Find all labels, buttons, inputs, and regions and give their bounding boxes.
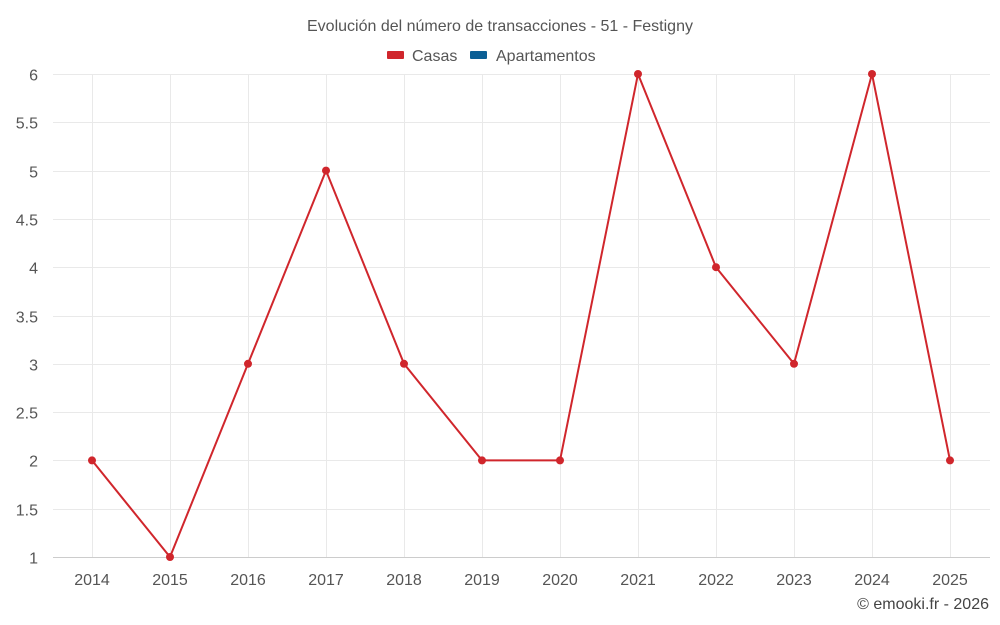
data-point-casas[interactable] xyxy=(946,456,954,465)
data-point-casas[interactable] xyxy=(790,359,798,368)
data-point-casas[interactable] xyxy=(400,359,408,368)
y-axis-ticks: 1 1.5 2 2.5 3 3.5 4 4.5 5 5.5 6 xyxy=(16,68,38,568)
y-tick-label: 1 xyxy=(29,551,38,568)
x-tick-label: 2017 xyxy=(308,572,344,589)
data-point-casas[interactable] xyxy=(634,70,642,78)
series-line-casas xyxy=(91,73,951,558)
y-tick-label: 4.5 xyxy=(16,213,38,230)
x-tick-label: 2020 xyxy=(542,572,578,589)
chart-title: Evolución del número de transacciones - … xyxy=(307,18,693,35)
y-tick-label: 1.5 xyxy=(16,503,38,520)
legend-item-apartamentos[interactable]: Apartamentos xyxy=(470,48,596,65)
data-point-casas[interactable] xyxy=(166,553,174,561)
legend-label-casas: Casas xyxy=(412,48,457,65)
series xyxy=(88,70,954,561)
y-tick-label: 3.5 xyxy=(16,310,38,327)
legend-item-casas[interactable]: Casas xyxy=(387,48,457,65)
x-tick-label: 2024 xyxy=(854,572,890,589)
y-tick-label: 6 xyxy=(29,68,38,85)
x-tick-label: 2021 xyxy=(620,572,656,589)
x-tick-label: 2016 xyxy=(230,572,266,589)
data-point-casas[interactable] xyxy=(322,166,330,175)
x-tick-label: 2025 xyxy=(932,572,968,589)
data-point-casas[interactable] xyxy=(478,456,486,465)
credit-text: © emooki.fr - 2026 xyxy=(857,596,989,613)
y-tick-label: 4 xyxy=(29,261,38,278)
y-tick-label: 5 xyxy=(29,165,38,182)
y-tick-label: 5.5 xyxy=(16,116,38,133)
legend: Casas Apartamentos xyxy=(387,48,596,65)
x-tick-label: 2015 xyxy=(152,572,188,589)
x-tick-label: 2023 xyxy=(776,572,812,589)
x-tick-label: 2014 xyxy=(74,572,110,589)
data-point-casas[interactable] xyxy=(868,70,876,78)
y-tick-label: 3 xyxy=(29,358,38,375)
data-point-casas[interactable] xyxy=(88,456,96,465)
grid xyxy=(53,74,990,558)
legend-swatch-apartamentos xyxy=(470,51,487,59)
x-tick-label: 2018 xyxy=(386,572,422,589)
data-point-casas[interactable] xyxy=(244,359,252,368)
x-tick-label: 2019 xyxy=(464,572,500,589)
legend-swatch-casas xyxy=(387,51,404,59)
data-point-casas[interactable] xyxy=(556,456,564,465)
y-tick-label: 2 xyxy=(29,454,38,471)
y-tick-label: 2.5 xyxy=(16,406,38,423)
x-axis-ticks: 2014 2015 2016 2017 2018 2019 2020 2021 2022 2023… xyxy=(74,572,968,589)
x-tick-label: 2022 xyxy=(698,572,734,589)
data-point-casas[interactable] xyxy=(712,263,720,272)
legend-label-apartamentos: Apartamentos xyxy=(496,48,596,65)
